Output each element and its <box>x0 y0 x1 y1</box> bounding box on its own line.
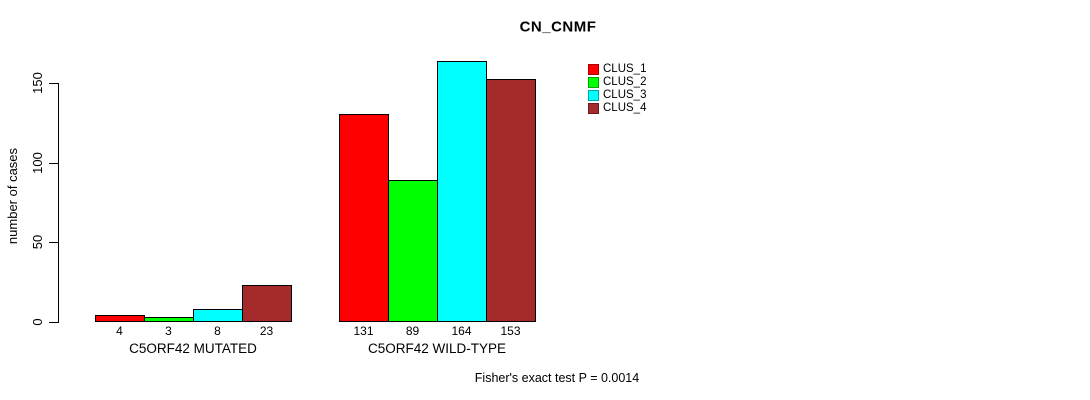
y-tick-mark <box>49 83 58 85</box>
bar-value-label: 164 <box>451 324 472 338</box>
y-tick-label: 150 <box>30 72 45 95</box>
legend-label: CLUS_3 <box>603 89 647 101</box>
chart-title: CN_CNMF <box>519 18 597 36</box>
bar-value-label: 153 <box>500 324 521 338</box>
legend-swatch <box>588 103 599 114</box>
bar-clus_4 <box>486 78 536 323</box>
legend-swatch <box>588 64 599 75</box>
legend-item: CLUS_3 <box>588 89 647 101</box>
y-tick-mark <box>49 162 58 164</box>
legend-label: CLUS_4 <box>603 102 647 114</box>
bar-clus_2 <box>144 316 194 323</box>
bar-clus_3 <box>193 308 243 323</box>
y-tick-label: 50 <box>30 234 45 250</box>
y-tick-label: 100 <box>30 151 45 174</box>
legend: CLUS_1 CLUS_2 CLUS_3 CLUS_4 <box>588 63 647 116</box>
y-tick-mark <box>49 321 58 323</box>
bar-clus_1 <box>339 113 389 323</box>
bar-value-label: 23 <box>259 324 274 338</box>
legend-label: CLUS_2 <box>603 76 647 88</box>
y-tick-mark <box>49 242 58 244</box>
bar-value-label: 4 <box>116 324 123 338</box>
group-label: C5ORF42 WILD-TYPE <box>367 341 507 356</box>
legend-item: CLUS_2 <box>588 76 647 88</box>
bar-value-label: 3 <box>165 324 172 338</box>
legend-item: CLUS_4 <box>588 102 647 114</box>
group-label: C5ORF42 MUTATED <box>129 341 257 356</box>
y-axis-label: number of cases <box>5 147 20 245</box>
legend-swatch <box>588 77 599 88</box>
bar-clus_1 <box>95 315 145 323</box>
y-axis-line <box>58 83 59 323</box>
legend-label: CLUS_1 <box>603 63 647 75</box>
bar-value-label: 89 <box>405 324 420 338</box>
stat-annotation: Fisher's exact test P = 0.0014 <box>474 371 640 385</box>
bar-value-label: 131 <box>353 324 374 338</box>
bar-clus_4 <box>242 284 292 323</box>
legend-swatch <box>588 90 599 101</box>
bar-clus_3 <box>437 61 487 323</box>
legend-item: CLUS_1 <box>588 63 647 75</box>
bar-clus_2 <box>388 180 438 323</box>
bar-value-label: 8 <box>214 324 221 338</box>
y-tick-label: 0 <box>30 317 45 326</box>
